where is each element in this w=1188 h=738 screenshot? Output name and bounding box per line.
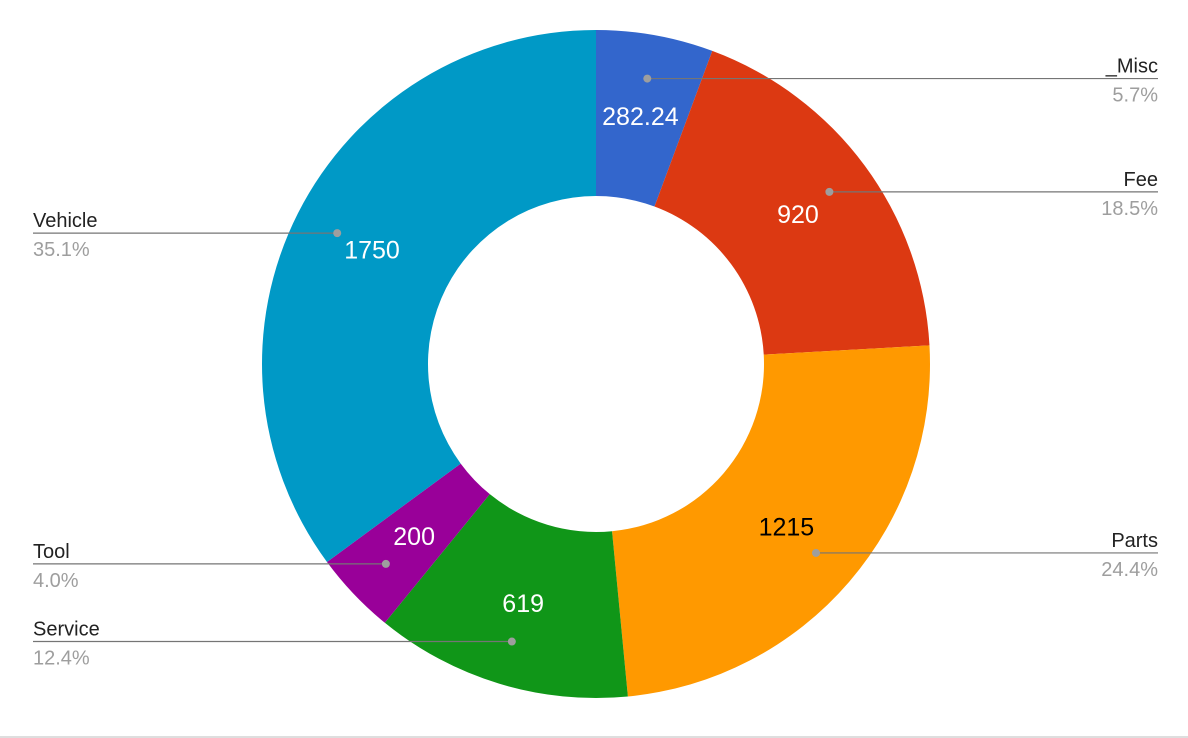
leader-dot-fee <box>825 187 834 196</box>
legend-name-vehicle: Vehicle <box>33 210 98 232</box>
legend-name-fee: Fee <box>1124 169 1158 191</box>
legend-percent-vehicle: 35.1% <box>33 239 90 261</box>
leader-dot-tool <box>381 559 390 568</box>
legend-name-misc: _Misc <box>1105 56 1158 78</box>
slice-value-label-fee: 920 <box>777 201 819 229</box>
legend-percent-tool: 4.0% <box>33 570 79 592</box>
legend-item-service: Service 12.4% <box>33 619 516 670</box>
slice-fee <box>654 50 930 355</box>
legend-name-service: Service <box>33 619 100 641</box>
leader-dot-vehicle <box>333 229 342 238</box>
legend-name-parts: Parts <box>1111 530 1158 552</box>
leader-dot-parts <box>811 548 820 557</box>
leader-dot-misc <box>643 74 652 83</box>
slice-vehicle <box>262 30 596 562</box>
leader-dot-service <box>507 637 516 646</box>
legend-item-fee: Fee 18.5% <box>825 169 1158 220</box>
legend-item-misc: _Misc 5.7% <box>643 56 1158 107</box>
legend-percent-parts: 24.4% <box>1101 559 1158 581</box>
slice-value-label-service: 619 <box>502 590 544 618</box>
slice-value-label-vehicle: 1750 <box>344 237 400 265</box>
slice-misc <box>596 30 713 207</box>
legend-percent-misc: 5.7% <box>1112 85 1158 107</box>
slice-service <box>384 494 628 699</box>
slice-tool <box>326 463 490 623</box>
donut-slices <box>262 30 930 699</box>
slice-value-label-tool: 200 <box>393 523 435 551</box>
slice-parts <box>612 345 930 697</box>
slice-value-labels: 282.24 920 1215 619 200 1750 <box>344 103 819 618</box>
legend-item-tool: Tool 4.0% <box>33 541 390 592</box>
legend-percent-service: 12.4% <box>33 648 90 670</box>
legend-name-tool: Tool <box>33 541 70 563</box>
legend-item-parts: Parts 24.4% <box>811 530 1158 581</box>
legend-percent-fee: 18.5% <box>1101 198 1158 220</box>
chart-legend: _Misc 5.7% Fee 18.5% Parts 24.4% Vehicle 35.1% T… <box>33 56 1158 670</box>
slice-value-label-parts: 1215 <box>759 514 815 542</box>
slice-value-label-misc: 282.24 <box>602 103 679 131</box>
legend-item-vehicle: Vehicle 35.1% <box>33 210 342 261</box>
